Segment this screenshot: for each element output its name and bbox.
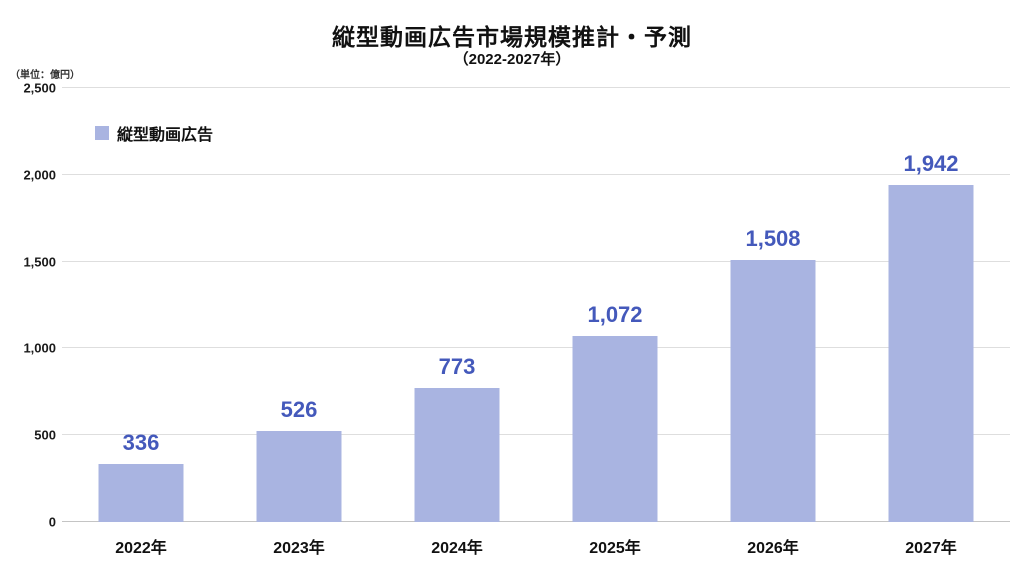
gridline <box>62 173 1010 175</box>
chart-title: 縦型動画広告市場規模推計・予測 <box>332 24 692 50</box>
x-axis-label: 2023年 <box>273 540 325 557</box>
bar-value-label: 1,072 <box>587 301 643 327</box>
y-axis-tick-label: 2,500 <box>23 80 56 96</box>
x-axis-label: 2024年 <box>431 540 483 557</box>
plot-area: 0 500 1,000 1,500 2,000 2,500 336 2022年 526 2023… <box>23 81 1010 557</box>
legend-swatch-icon <box>95 126 109 140</box>
bar <box>98 463 184 522</box>
bar-value-label: 1,942 <box>903 150 959 176</box>
x-axis-label: 2027年 <box>905 540 957 557</box>
legend: 縦型動画広告 <box>95 121 213 145</box>
gridlines-layer: 0 500 1,000 1,500 2,000 2,500 <box>23 81 1010 530</box>
gridline <box>62 260 1010 262</box>
bar-group: 336 2022年 <box>62 88 220 557</box>
x-axis-label: 2025年 <box>589 540 641 557</box>
bar <box>414 387 500 522</box>
x-axis-baseline <box>62 521 1010 522</box>
gridline <box>62 87 1010 88</box>
y-axis-tick-label: 1,000 <box>23 340 56 356</box>
y-axis-tick-label: 1,500 <box>23 254 56 270</box>
bar <box>730 260 816 522</box>
bar <box>572 335 658 522</box>
legend-label: 縦型動画広告 <box>117 127 214 144</box>
bar-group: 773 2024年 <box>378 88 536 557</box>
unit-label: （単位：億円） <box>10 70 80 81</box>
y-axis-tick-label: 0 <box>48 514 56 530</box>
bar-value-label: 526 <box>280 396 318 422</box>
bar <box>888 184 974 522</box>
bar-group: 1,508 2026年 <box>694 88 852 557</box>
gridline <box>62 434 1010 436</box>
y-axis-tick-label: 500 <box>34 427 56 443</box>
bar <box>256 430 342 522</box>
chart-subtitle: （2022-2027年） <box>453 51 571 68</box>
y-axis-tick-label: 2,000 <box>23 167 56 183</box>
bar-group: 526 2023年 <box>220 88 378 557</box>
bar-group: 1,942 2027年 <box>852 88 1010 557</box>
bar-value-label: 336 <box>122 429 160 455</box>
bar-group: 1,072 2025年 <box>536 88 694 557</box>
bar-value-label: 1,508 <box>745 226 801 252</box>
bars-layer: 336 2022年 526 2023年 773 2024年 1,072 2025年 1,508 2… <box>62 88 1010 557</box>
x-axis-label: 2026年 <box>747 540 799 557</box>
gridline <box>62 347 1010 349</box>
x-axis-label: 2022年 <box>115 540 167 557</box>
bar-value-label: 773 <box>438 353 476 379</box>
